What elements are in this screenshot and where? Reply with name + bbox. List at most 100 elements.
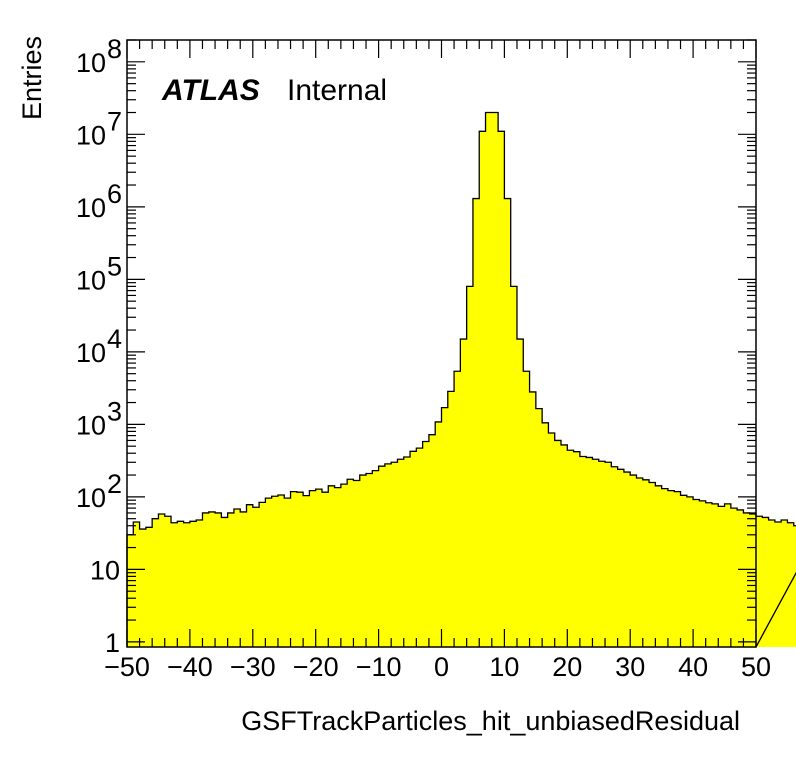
- histogram-bin: [661, 488, 669, 647]
- histogram-bin: [498, 131, 505, 647]
- histogram-bin: [793, 525, 796, 647]
- histogram-bin: [447, 391, 455, 647]
- histogram-bin: [617, 469, 625, 647]
- y-tick-label: 10: [76, 120, 106, 150]
- histogram-bin: [391, 462, 398, 647]
- histogram-bin: [410, 451, 417, 647]
- histogram-bin: [290, 491, 298, 647]
- histogram-bin: [397, 459, 405, 647]
- histogram-bin: [321, 492, 329, 647]
- histogram-bin: [605, 462, 612, 647]
- histogram-bin: [649, 482, 656, 647]
- histogram-bin: [768, 519, 776, 647]
- histogram-bin: [567, 450, 574, 647]
- histogram-bin: [504, 198, 512, 647]
- histogram-bin: [177, 521, 185, 647]
- histogram-bin: [630, 475, 637, 647]
- histogram-bin: [730, 508, 738, 647]
- histogram-bin: [592, 459, 600, 647]
- histogram-bin: [472, 198, 480, 647]
- histogram-outline: [126, 111, 796, 648]
- histogram-bin: [309, 490, 317, 647]
- atlas-status-label: Internal: [287, 74, 387, 107]
- histogram-bin: [674, 491, 681, 647]
- y-tick-label: 10: [76, 193, 106, 223]
- histogram-bin: [561, 444, 568, 647]
- histogram-bin: [454, 371, 461, 647]
- x-tick-label: 0: [434, 652, 449, 682]
- histogram-bin: [586, 457, 593, 647]
- y-tick-exponent: 5: [107, 251, 122, 281]
- x-tick-label: 50: [741, 652, 771, 682]
- histogram-bin: [378, 466, 386, 647]
- atlas-experiment-label: ATLAS: [161, 74, 260, 107]
- x-tick-label: −20: [293, 652, 339, 682]
- histogram-bin: [441, 407, 449, 647]
- histogram-bin: [705, 502, 713, 647]
- histogram-bin: [328, 485, 335, 647]
- y-tick-exponent: 6: [107, 179, 122, 209]
- histogram-bin: [491, 112, 499, 647]
- histogram-bin: [636, 478, 644, 647]
- histogram-bin: [422, 441, 430, 647]
- histogram-bin: [221, 517, 229, 647]
- histogram-bin: [554, 440, 562, 647]
- histogram-bin: [516, 339, 524, 647]
- histogram-bin: [428, 434, 436, 647]
- histogram-bin: [548, 433, 556, 647]
- histogram-bin: [781, 519, 788, 647]
- histogram-bin: [202, 512, 210, 647]
- y-tick-exponent: 8: [107, 34, 122, 64]
- y-tick-label: 10: [76, 48, 106, 78]
- histogram-bin: [164, 516, 172, 647]
- x-axis-title: GSFTrackParticles_hit_unbiasedResidual: [241, 706, 740, 736]
- histogram-bin: [718, 506, 725, 647]
- atlas-label: ATLAS Internal: [161, 74, 387, 107]
- histogram-bin: [535, 408, 543, 647]
- histogram-bin: [686, 496, 694, 647]
- histogram-bin: [139, 529, 147, 647]
- histogram-bin: [240, 511, 247, 647]
- histogram-bin: [158, 514, 166, 647]
- histogram-bin: [699, 500, 707, 647]
- histogram-bin: [724, 503, 732, 647]
- x-tick-label: 10: [489, 652, 519, 682]
- histogram-bin: [340, 484, 348, 647]
- y-tick-label: 10: [76, 483, 106, 513]
- histogram-bin: [403, 456, 411, 647]
- histogram-bin: [133, 522, 140, 647]
- x-tick-label: 40: [678, 652, 708, 682]
- x-tick-labels: −50 −40 −30 −20 −10 0 10 20 30 40 50: [104, 652, 771, 682]
- y-tick-label: 10: [76, 410, 106, 440]
- histogram-bin: [711, 503, 719, 647]
- histogram-bin: [435, 421, 442, 647]
- y-tick-exponent: 7: [107, 106, 122, 136]
- histogram-bin: [171, 522, 178, 647]
- x-tick-label: −30: [230, 652, 276, 682]
- histogram-bin: [416, 448, 424, 647]
- y-tick-label: 10: [76, 265, 106, 295]
- histogram-bin: [611, 466, 619, 647]
- histogram-bin: [523, 371, 530, 647]
- histogram-bin: [372, 470, 379, 647]
- y-tick-exponent: 2: [107, 469, 122, 499]
- histogram-bin: [252, 507, 260, 647]
- histogram-bin: [466, 286, 474, 647]
- histogram-bars: [127, 112, 796, 647]
- histogram-bin: [479, 131, 486, 647]
- x-tick-label: −50: [104, 652, 150, 682]
- y-axis-title: Entries: [17, 36, 47, 120]
- histogram-bin: [246, 504, 254, 647]
- histogram-bin: [233, 509, 241, 647]
- y-tick-exponent: 4: [107, 324, 122, 354]
- histogram-bin: [460, 339, 468, 647]
- histogram-bin: [366, 473, 373, 647]
- histogram-bin: [787, 522, 795, 647]
- histogram-bin: [196, 519, 203, 647]
- histogram-bin: [259, 502, 266, 647]
- histogram-bin: [284, 498, 291, 647]
- histogram-bin: [277, 495, 285, 647]
- histogram-bin: [183, 522, 191, 647]
- histogram-bin: [598, 461, 606, 647]
